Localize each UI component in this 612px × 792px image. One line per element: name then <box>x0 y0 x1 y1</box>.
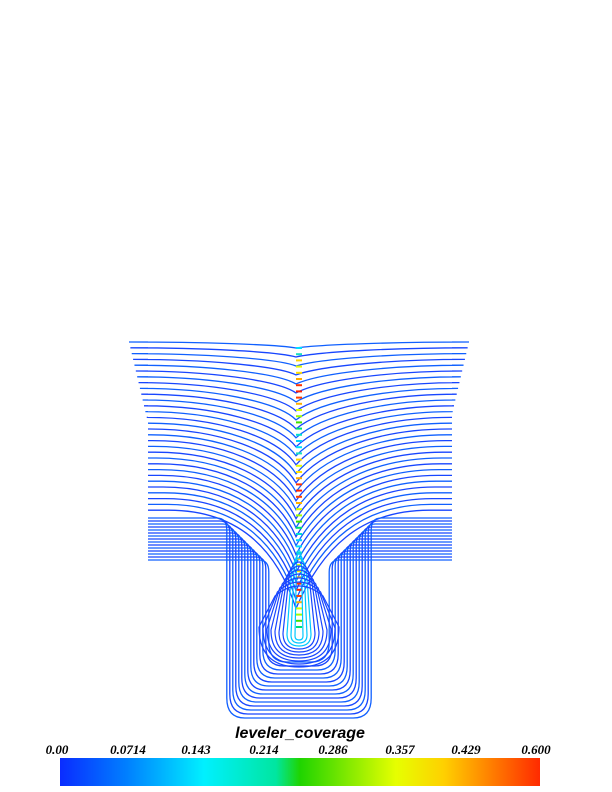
contour-line <box>142 399 456 439</box>
inner-contour-loop <box>290 553 308 644</box>
contour-line <box>148 428 452 484</box>
contour-line <box>148 559 452 663</box>
colorbar-tick-label: 0.286 <box>318 742 348 757</box>
colorbar-title: leveler_coverage <box>235 725 365 742</box>
inner-contour-loop <box>286 557 312 647</box>
contour-lines <box>128 341 470 719</box>
contour-line <box>133 358 465 376</box>
inner-contour-loop <box>258 585 340 668</box>
contour-line <box>148 434 452 493</box>
inner-contour-loop <box>282 561 316 650</box>
contour-line <box>148 439 452 502</box>
colorbar-tick-label: 0.00 <box>46 742 69 757</box>
colorbar: leveler_coverage 0.00 0.0714 0.143 0.214 0.2… <box>46 725 552 786</box>
inner-contour-loop <box>262 581 336 665</box>
inner-contour-loop <box>274 569 324 656</box>
contour-line <box>148 556 452 667</box>
inner-contour-loop <box>270 573 328 659</box>
contour-line <box>130 347 468 358</box>
contour-line <box>134 364 464 385</box>
contour-line <box>137 376 461 403</box>
colorbar-tick-label: 0.357 <box>385 742 415 757</box>
contour-line <box>145 410 453 457</box>
colorbar-gradient <box>60 758 540 786</box>
contour-line <box>135 370 463 394</box>
inner-contour-loop <box>294 549 304 641</box>
contour-line <box>148 474 452 557</box>
contour-line <box>148 422 452 475</box>
contour-line <box>148 463 452 539</box>
colorbar-tick-label: 0.214 <box>249 742 279 757</box>
colorbar-tick-labels: 0.00 0.0714 0.143 0.214 0.286 0.357 0.429 0.600 <box>46 742 552 757</box>
colorbar-tick-label: 0.0714 <box>110 742 146 757</box>
inner-contour-loop <box>278 565 320 653</box>
colorbar-tick-label: 0.600 <box>521 742 551 757</box>
inner-contour-loop <box>266 577 332 662</box>
contour-line <box>148 451 452 521</box>
contour-line <box>148 520 452 715</box>
contour-line <box>139 387 459 421</box>
contour-line <box>146 416 452 466</box>
colorbar-tick-label: 0.143 <box>181 742 211 757</box>
colorbar-tick-label: 0.429 <box>451 742 481 757</box>
contour-line <box>141 393 457 430</box>
